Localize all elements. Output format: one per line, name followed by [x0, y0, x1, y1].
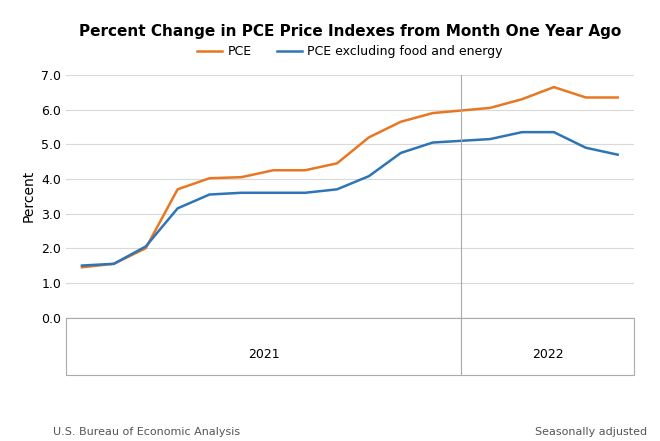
Text: Seasonally adjusted: Seasonally adjusted: [535, 426, 647, 437]
Text: 2021: 2021: [248, 348, 280, 361]
Text: 2022: 2022: [532, 348, 564, 361]
Y-axis label: Percent: Percent: [22, 170, 36, 222]
Title: Percent Change in PCE Price Indexes from Month One Year Ago: Percent Change in PCE Price Indexes from…: [79, 24, 621, 39]
Legend: PCE, PCE excluding food and energy: PCE, PCE excluding food and energy: [193, 40, 507, 63]
Text: U.S. Bureau of Economic Analysis: U.S. Bureau of Economic Analysis: [53, 426, 240, 437]
